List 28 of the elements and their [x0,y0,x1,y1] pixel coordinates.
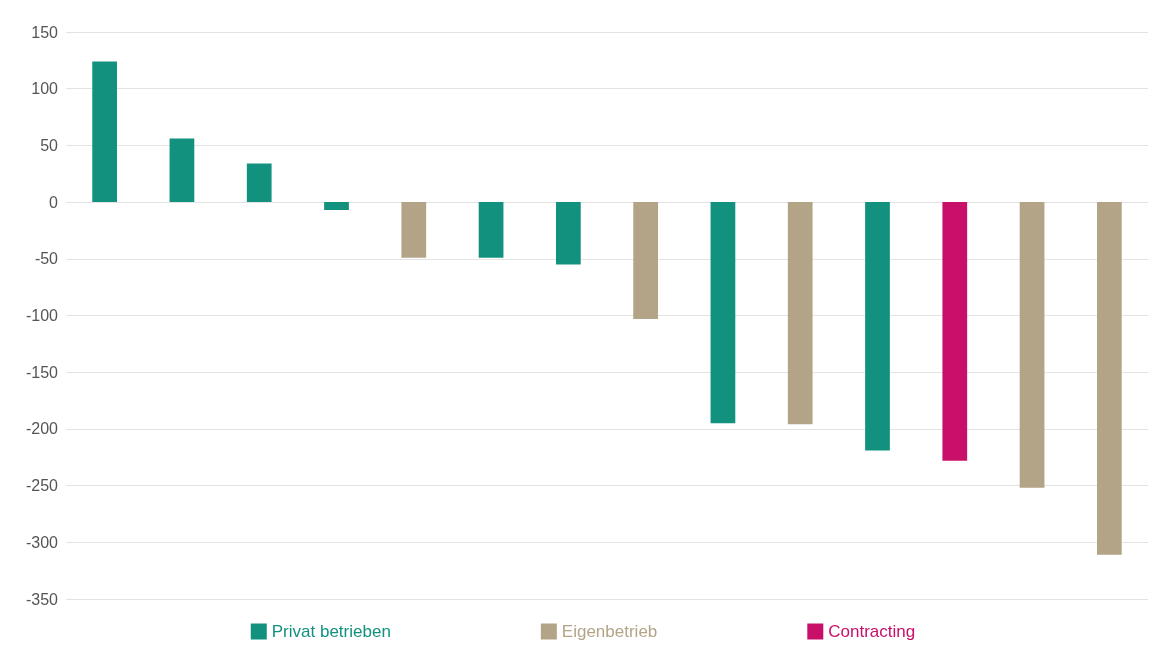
y-tick-label: -250 [25,477,59,495]
y-tick-label: 100 [31,80,59,98]
bar [169,138,195,203]
bar [478,202,504,258]
legend-label: Contracting [828,622,916,641]
bar [942,202,968,461]
bar [1096,202,1122,555]
bar [324,202,349,211]
y-tick-label: -200 [25,420,59,438]
bar [92,61,118,203]
bar [246,163,272,203]
legend-label: Privat betrieben [271,622,391,641]
bar [865,202,890,451]
y-tick-label: -150 [25,363,59,381]
bar [555,202,581,265]
y-tick-label: -350 [25,590,59,608]
bar [1019,202,1045,488]
y-tick-label: -50 [34,250,59,268]
bar [710,202,736,424]
y-tick-label: 0 [49,193,59,211]
y-tick-label: 150 [31,23,59,41]
bar [401,202,427,258]
bar [787,202,813,425]
y-tick-label: -300 [25,533,59,551]
bar [633,202,659,319]
legend-label: Eigenbetrieb [561,622,658,641]
y-tick-label: 50 [40,136,59,154]
y-tick-label: -100 [25,307,59,324]
